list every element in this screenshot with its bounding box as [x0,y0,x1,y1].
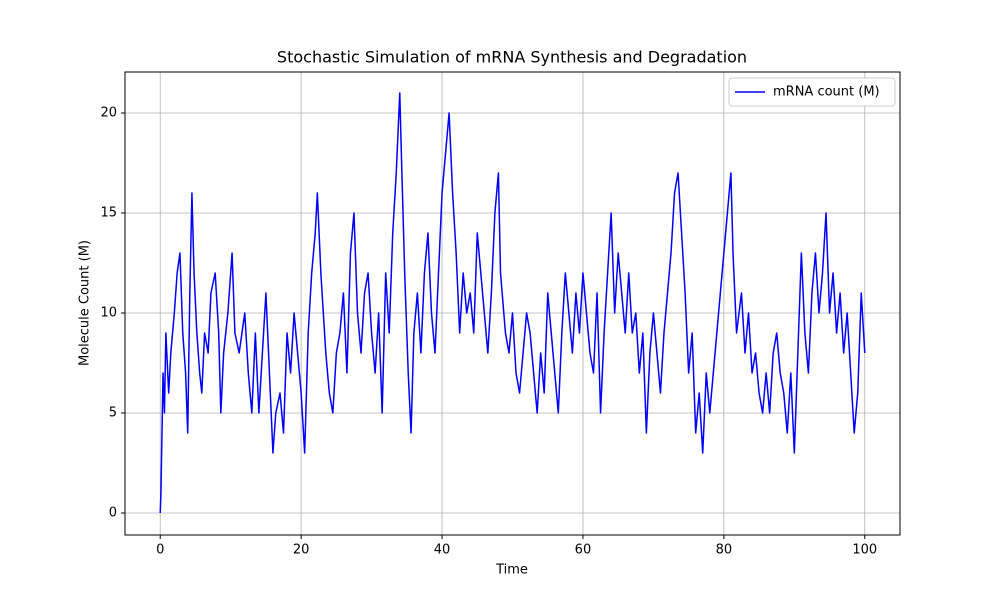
x-tick-label: 0 [156,543,164,558]
legend-box [728,77,896,107]
y-tick-label: 5 [109,406,117,421]
x-tick-label: 20 [293,543,310,558]
y-tick-label: 0 [109,506,117,521]
chart-title: Stochastic Simulation of mRNA Synthesis … [277,48,747,67]
legend-label: mRNA count (M) [773,85,880,100]
x-tick-label: 60 [575,543,592,558]
y-axis-label: Molecule Count (M) [78,240,93,366]
plot-frame [124,71,901,536]
y-tick-label: 10 [100,306,117,321]
y-tick-label: 15 [100,206,117,221]
x-tick-label: 80 [716,543,733,558]
x-axis-label: Time [495,563,528,578]
data-line [159,92,866,514]
y-tick-label: 20 [100,106,117,121]
x-tick-label: 40 [434,543,451,558]
x-tick-label: 100 [852,543,877,558]
